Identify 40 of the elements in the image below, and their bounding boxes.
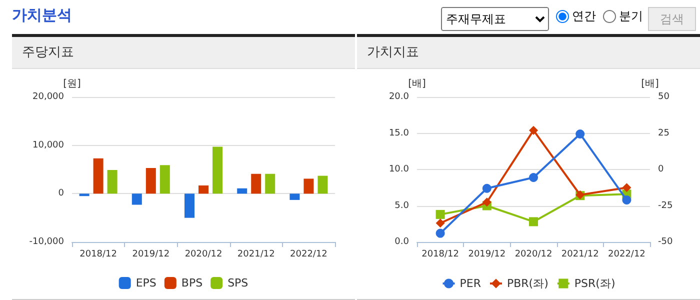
y-axis-title: [배] xyxy=(408,78,426,90)
text: 가치분석 xyxy=(12,6,72,25)
y-tick-label: 0.0 xyxy=(394,237,410,247)
y-tick-label: 10.0 xyxy=(388,164,410,174)
y2-tick-label: -50 xyxy=(658,237,673,247)
y-tick-label: 10,000 xyxy=(32,140,64,150)
chart-title: 가치지표 xyxy=(357,37,700,69)
x-tick-label: 2022/12 xyxy=(608,250,646,260)
legend-label: BPS xyxy=(181,276,203,290)
x-tick-label: 2019/12 xyxy=(132,250,170,260)
y-tick-label: -10,000 xyxy=(29,237,64,247)
y-tick-label: 20.0 xyxy=(388,92,410,102)
y2-tick-label: 0 xyxy=(658,164,664,174)
legend-label: PSR(좌) xyxy=(574,277,616,290)
x-tick-label: 2020/12 xyxy=(184,250,222,260)
x-tick-label: 2021/12 xyxy=(561,250,599,260)
x-tick-label: 2021/12 xyxy=(237,250,275,260)
y2-axis-title: [배] xyxy=(641,78,659,90)
x-tick-label: 2018/12 xyxy=(80,250,117,260)
chart-title: 주당지표 xyxy=(12,37,355,69)
text: 연간 xyxy=(571,8,596,25)
text: 검색 xyxy=(648,7,696,31)
legend-label: EPS xyxy=(136,276,156,290)
x-tick-label: 2022/12 xyxy=(290,250,328,260)
y2-tick-label: -25 xyxy=(658,200,673,211)
y-tick-label: 5.0 xyxy=(394,200,410,211)
y-tick-label: 15.0 xyxy=(388,128,410,138)
y2-tick-label: 25 xyxy=(658,128,670,138)
y-axis-title: [원] xyxy=(63,78,81,90)
y-tick-label: 20,000 xyxy=(32,92,64,102)
x-tick-label: 2018/12 xyxy=(422,250,459,260)
x-tick-label: 2020/12 xyxy=(514,250,552,260)
legend-label: PBR(좌) xyxy=(506,277,548,290)
y-tick-label: 0 xyxy=(58,188,64,199)
x-tick-label: 2019/12 xyxy=(468,250,506,260)
y2-tick-label: 50 xyxy=(658,92,670,102)
legend-label: PER xyxy=(460,277,482,290)
text: 분기 xyxy=(618,8,643,25)
legend-label: SPS xyxy=(228,276,248,290)
text: 주재무제표 xyxy=(441,7,549,31)
